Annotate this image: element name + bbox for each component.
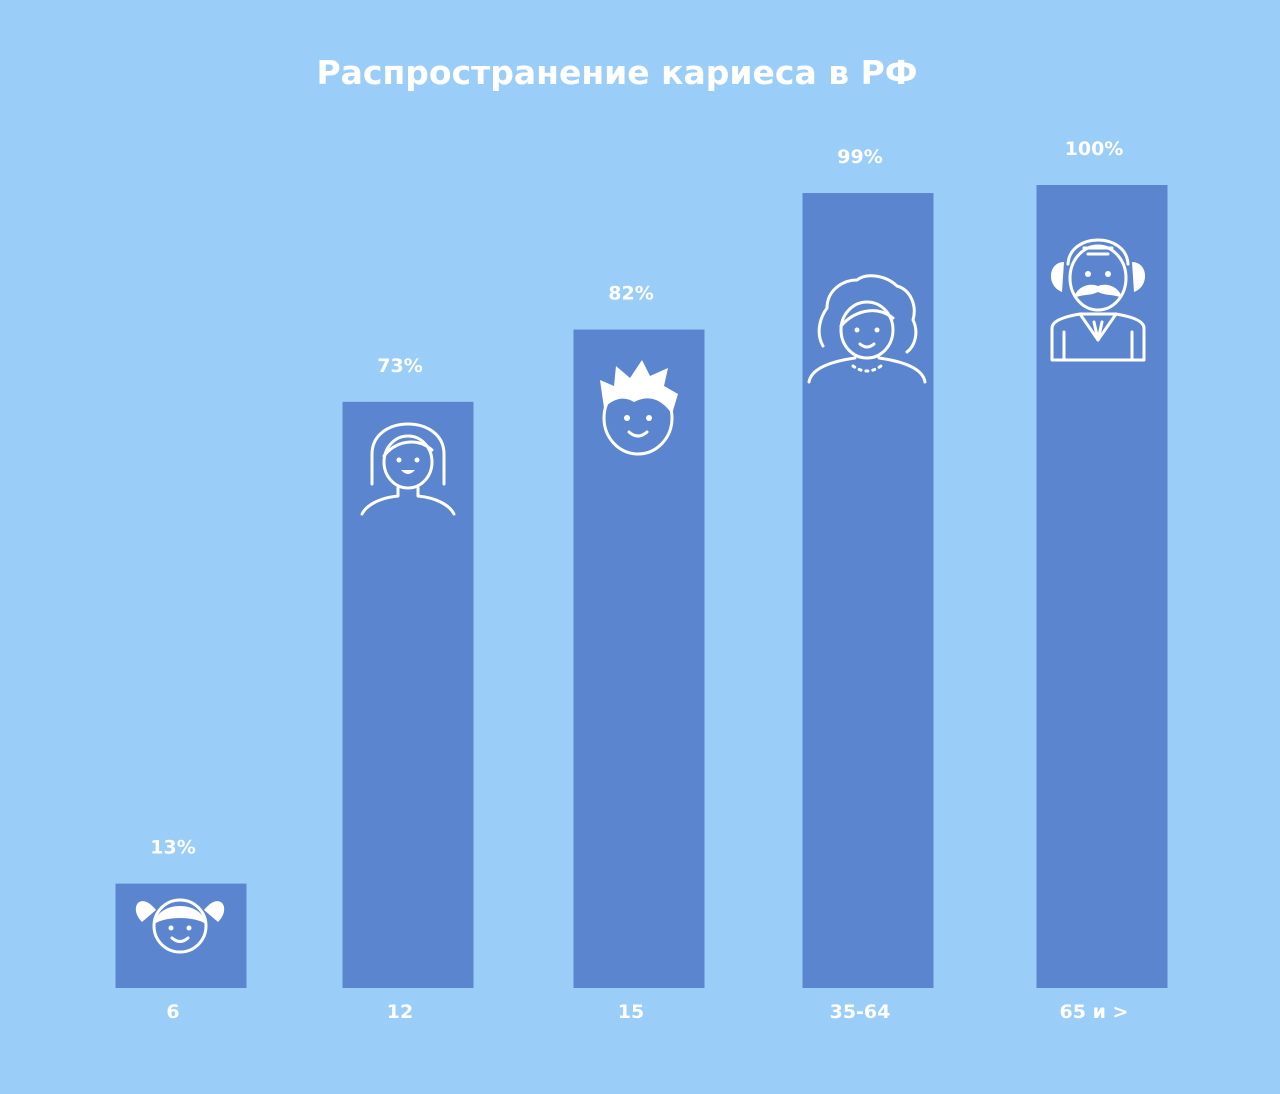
- chart-title: Распространение кариеса в РФ: [316, 53, 917, 92]
- value-labels-group: 13% 73% 82% 99% 100%: [150, 138, 1123, 859]
- category-label-5: 65 и >: [1060, 1001, 1129, 1023]
- value-label-2: 73%: [377, 355, 422, 377]
- value-label-5: 100%: [1065, 138, 1124, 160]
- value-label-4: 99%: [837, 146, 882, 168]
- boy-spiky-hair-icon: [600, 360, 678, 456]
- bar-4: [802, 193, 934, 988]
- category-label-2: 12: [387, 1001, 413, 1023]
- category-label-3: 15: [618, 1001, 644, 1023]
- value-label-3: 82%: [608, 283, 653, 305]
- woman-curly-hair-icon: [807, 274, 927, 384]
- old-man-mustache-icon: [1050, 238, 1146, 362]
- bar-3: [573, 329, 705, 988]
- value-label-1: 13%: [150, 837, 195, 859]
- category-label-4: 35-64: [830, 1001, 891, 1023]
- bar-2: [342, 401, 474, 988]
- category-labels-group: 6 12 15 35-64 65 и >: [166, 1001, 1128, 1023]
- bar-5: [1036, 185, 1168, 988]
- bars-group: [115, 185, 1168, 988]
- girl-long-hair-icon: [360, 422, 456, 516]
- category-label-1: 6: [166, 1001, 179, 1023]
- girl-pigtails-icon: [135, 898, 225, 954]
- icons-group: [135, 238, 1146, 954]
